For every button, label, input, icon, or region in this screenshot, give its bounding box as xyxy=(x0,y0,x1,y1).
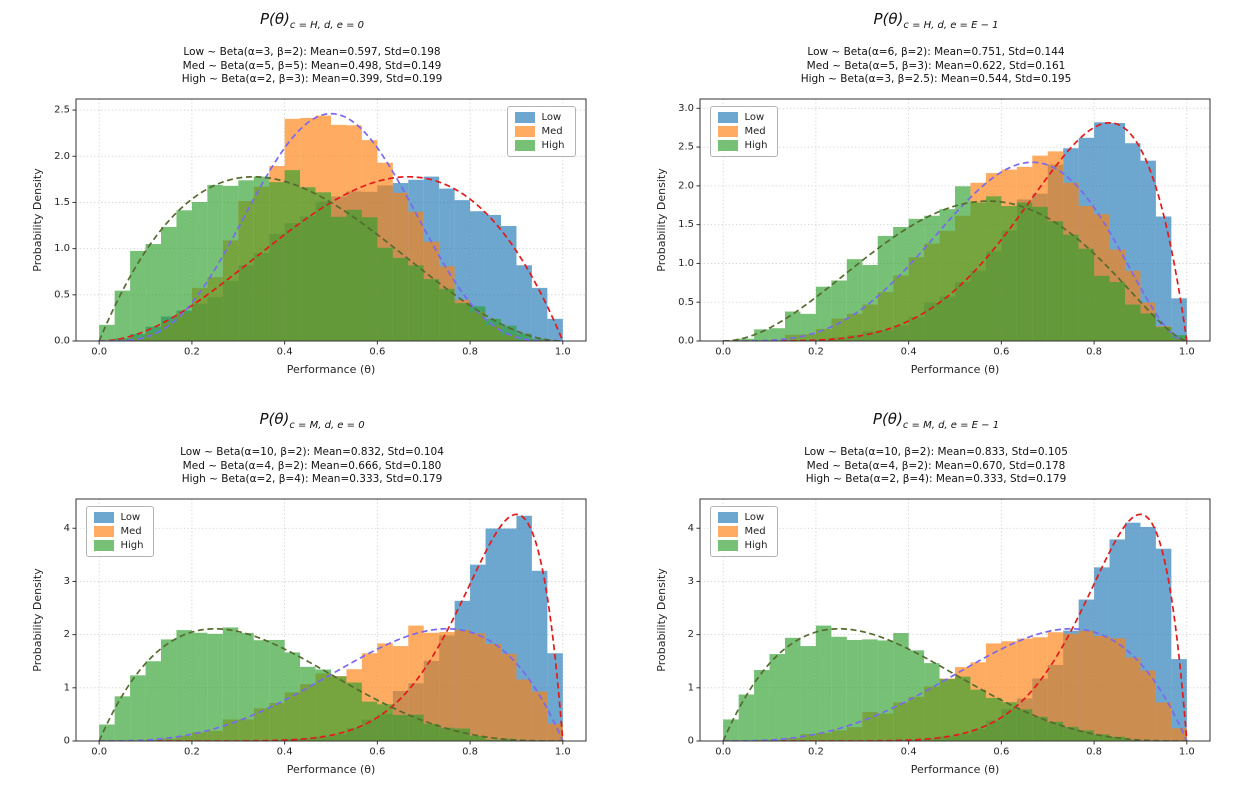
plot-title-subscript: c = M, d, e = 0 xyxy=(289,420,365,431)
plot-title-subscript: c = H, d, e = 0 xyxy=(289,20,364,31)
plot-area: Low Med High xyxy=(29,491,595,778)
legend-swatch-med xyxy=(514,125,535,137)
legend-item-low: Low xyxy=(717,111,768,123)
legend-label: High xyxy=(541,139,565,151)
legend-swatch-med xyxy=(717,525,738,537)
legend-swatch-low xyxy=(717,111,738,123)
legend-swatch-med xyxy=(717,125,738,137)
subtitle-line: Med ~ Beta(α=4, β=2): Mean=0.666, Std=0.… xyxy=(182,459,442,472)
legend-item-high: High xyxy=(93,539,144,551)
subtitle-line: Low ~ Beta(α=10, β=2): Mean=0.832, Std=0… xyxy=(180,446,444,458)
legend-swatch-high xyxy=(514,139,535,151)
legend-item-med: Med xyxy=(93,525,144,537)
plot-title: P(θ)c = M, d, e = E − 1 xyxy=(873,410,999,431)
legend: Low Med High xyxy=(709,505,779,557)
subtitle-line: Low ~ Beta(α=6, β=2): Mean=0.751, Std=0.… xyxy=(807,46,1065,58)
plot-title-main: P(θ) xyxy=(872,410,903,428)
plot-title-main: P(θ) xyxy=(259,10,290,28)
plot-subtitle: Low ~ Beta(α=6, β=2): Mean=0.751, Std=0.… xyxy=(801,46,1072,87)
legend-item-low: Low xyxy=(93,511,144,523)
legend-label: High xyxy=(120,539,144,551)
plot-area: Low Med High xyxy=(653,491,1219,778)
legend-swatch-high xyxy=(93,539,114,551)
legend-label: Low xyxy=(744,511,765,523)
legend-item-med: Med xyxy=(717,125,768,137)
subtitle-line: High ~ Beta(α=2, β=4): Mean=0.333, Std=0… xyxy=(181,473,443,486)
legend-swatch-low xyxy=(93,511,114,523)
subtitle-line: High ~ Beta(α=3, β=2.5): Mean=0.544, Std… xyxy=(800,73,1072,86)
legend-label: Low xyxy=(744,111,765,123)
plot-title-main: P(θ) xyxy=(259,410,290,428)
subtitle-line: High ~ Beta(α=2, β=3): Mean=0.399, Std=0… xyxy=(181,73,443,86)
legend-label: Low xyxy=(541,111,562,123)
legend-label: Med xyxy=(744,125,766,137)
legend-item-high: High xyxy=(717,139,768,151)
legend-label: Med xyxy=(541,125,563,137)
plot-title-subscript: c = H, d, e = E − 1 xyxy=(903,20,999,31)
plot-area: Low Med High xyxy=(653,91,1219,378)
legend-label: High xyxy=(744,539,768,551)
subplot-cH-e0: P(θ)c = H, d, e = 0 Low ~ Beta(α=3, β=2)… xyxy=(0,0,624,400)
plot-area: Low Med High xyxy=(29,91,595,378)
legend-swatch-med xyxy=(93,525,114,537)
legend-item-high: High xyxy=(514,139,565,151)
legend-item-med: Med xyxy=(514,125,565,137)
legend-label: Med xyxy=(120,525,142,537)
subtitle-line: Med ~ Beta(α=4, β=2): Mean=0.670, Std=0.… xyxy=(806,459,1066,472)
legend-swatch-high xyxy=(717,539,738,551)
legend: Low Med High xyxy=(85,505,155,557)
legend: Low Med High xyxy=(709,105,779,157)
plot-subtitle: Low ~ Beta(α=10, β=2): Mean=0.832, Std=0… xyxy=(180,446,444,487)
legend-label: Med xyxy=(744,525,766,537)
legend-swatch-low xyxy=(717,511,738,523)
subtitle-line: High ~ Beta(α=2, β=4): Mean=0.333, Std=0… xyxy=(805,473,1067,486)
subplot-cM-e0: P(θ)c = M, d, e = 0 Low ~ Beta(α=10, β=2… xyxy=(0,400,624,801)
plot-title: P(θ)c = H, d, e = 0 xyxy=(260,10,364,31)
plot-title-main: P(θ) xyxy=(873,10,904,28)
subtitle-line: Low ~ Beta(α=3, β=2): Mean=0.597, Std=0.… xyxy=(183,46,441,58)
legend-swatch-high xyxy=(717,139,738,151)
plot-title: P(θ)c = M, d, e = 0 xyxy=(259,410,364,431)
subtitle-line: Low ~ Beta(α=10, β=2): Mean=0.833, Std=0… xyxy=(804,446,1068,458)
legend-item-high: High xyxy=(717,539,768,551)
legend-item-med: Med xyxy=(717,525,768,537)
legend-label: High xyxy=(744,139,768,151)
plot-title: P(θ)c = H, d, e = E − 1 xyxy=(873,10,998,31)
subplot-cM-eE1: P(θ)c = M, d, e = E − 1 Low ~ Beta(α=10,… xyxy=(624,400,1248,801)
subtitle-line: Med ~ Beta(α=5, β=5): Mean=0.498, Std=0.… xyxy=(182,59,442,72)
subplot-cH-eE1: P(θ)c = H, d, e = E − 1 Low ~ Beta(α=6, … xyxy=(624,0,1248,400)
plot-subtitle: Low ~ Beta(α=10, β=2): Mean=0.833, Std=0… xyxy=(804,446,1068,487)
chart-canvas xyxy=(29,91,595,378)
legend: Low Med High xyxy=(506,105,576,157)
plot-title-subscript: c = M, d, e = E − 1 xyxy=(902,420,1000,431)
legend-item-low: Low xyxy=(717,511,768,523)
legend-swatch-low xyxy=(514,111,535,123)
legend-label: Low xyxy=(120,511,141,523)
subtitle-line: Med ~ Beta(α=5, β=3): Mean=0.622, Std=0.… xyxy=(806,59,1066,72)
plot-subtitle: Low ~ Beta(α=3, β=2): Mean=0.597, Std=0.… xyxy=(182,46,443,87)
legend-item-low: Low xyxy=(514,111,565,123)
